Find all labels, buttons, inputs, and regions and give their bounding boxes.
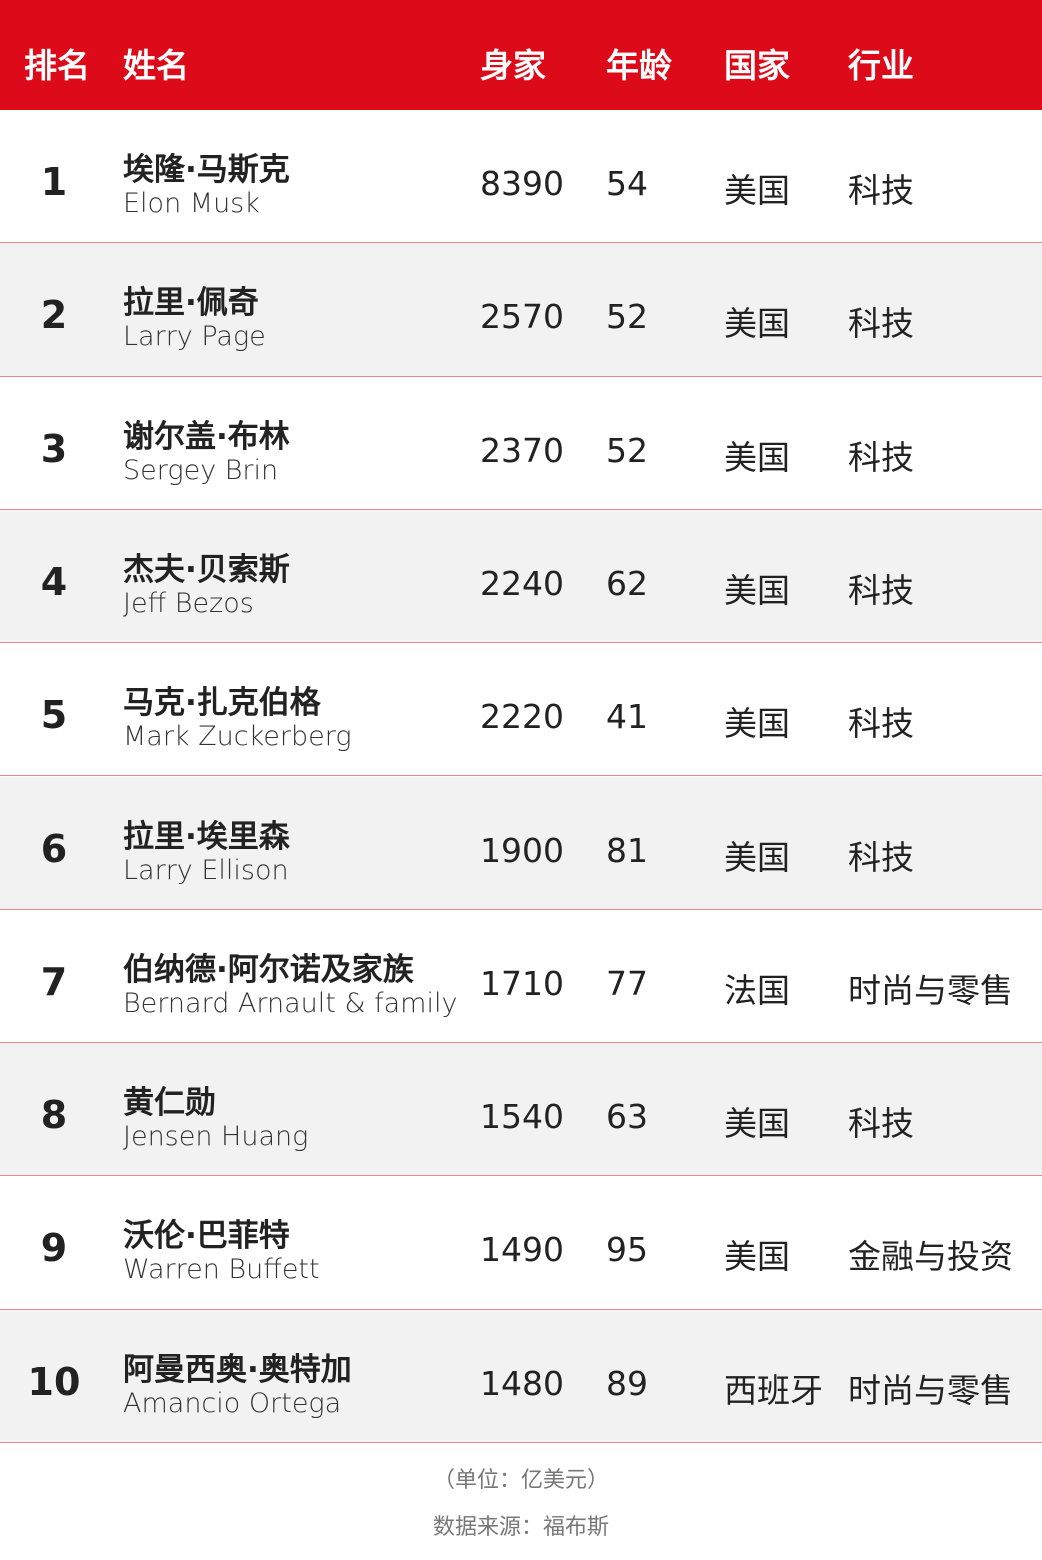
country: 美国 — [724, 1104, 790, 1144]
net-worth: 1900 — [480, 830, 564, 870]
age: 77 — [606, 963, 648, 1003]
industry: 科技 — [848, 1104, 914, 1144]
country: 法国 — [724, 970, 790, 1010]
header-cell: 国家 — [724, 46, 790, 85]
name-en: Jensen Huang — [123, 1121, 309, 1153]
industry: 科技 — [848, 837, 914, 877]
name-en: Amancio Ortega — [123, 1387, 342, 1419]
table-row: 4 杰夫·贝索斯 Jeff Bezos 2240 62 美国 科技 — [0, 509, 1042, 644]
name-en: Elon Musk — [123, 188, 260, 219]
name-cn: 阿曼西奥·奥特加 — [123, 1351, 352, 1388]
rank: 4 — [40, 559, 68, 604]
header-cell: 年龄 — [606, 46, 672, 85]
name-en: Mark Zuckerberg — [123, 721, 352, 753]
name-en: Larry Page — [123, 321, 266, 353]
country: 美国 — [724, 1237, 790, 1277]
net-worth: 8390 — [480, 164, 564, 203]
rank: 7 — [40, 959, 68, 1004]
country: 美国 — [724, 837, 790, 877]
table-row: 3 谢尔盖·布林 Sergey Brin 2370 52 美国 科技 — [0, 376, 1042, 510]
rank: 9 — [40, 1226, 68, 1271]
age: 54 — [606, 164, 648, 203]
age: 52 — [606, 430, 648, 470]
rank: 6 — [40, 826, 68, 871]
age: 95 — [606, 1230, 648, 1270]
age: 52 — [606, 297, 648, 337]
age: 63 — [606, 1097, 648, 1137]
age: 81 — [606, 830, 648, 870]
net-worth: 1540 — [480, 1097, 564, 1137]
table-row: 5 马克·扎克伯格 Mark Zuckerberg 2220 41 美国 科技 — [0, 643, 1042, 777]
name-en: Sergey Brin — [123, 454, 279, 486]
net-worth: 2240 — [480, 563, 564, 603]
name-en: Bernard Arnault & family — [123, 987, 458, 1019]
header-cell: 排名 — [24, 46, 90, 85]
net-worth: 2220 — [480, 697, 564, 737]
net-worth: 2370 — [480, 430, 564, 470]
rank: 10 — [27, 1359, 81, 1404]
industry: 时尚与零售 — [848, 970, 1013, 1010]
name-cn: 拉里·埃里森 — [123, 818, 290, 855]
table-row: 1 埃隆·马斯克 Elon Musk 8390 54 美国 科技 — [0, 110, 1042, 244]
industry: 科技 — [848, 304, 914, 344]
age: 89 — [606, 1363, 648, 1403]
source-note: 数据来源：福布斯 — [432, 1515, 609, 1540]
name-cn: 拉里·佩奇 — [123, 285, 259, 322]
age: 41 — [606, 697, 648, 737]
net-worth: 1480 — [480, 1363, 564, 1403]
industry: 科技 — [848, 704, 914, 744]
header-cell: 身家 — [480, 46, 546, 85]
name-cn: 埃隆·马斯克 — [123, 152, 290, 188]
name-en: Warren Buffett — [123, 1254, 320, 1286]
name-cn: 沃伦·巴菲特 — [123, 1218, 290, 1255]
net-worth: 2570 — [480, 297, 564, 337]
table-row: 10 阿曼西奥·奥特加 Amancio Ortega 1480 89 西班牙 时尚与零售 — [0, 1309, 1042, 1443]
name-en: Jeff Bezos — [123, 587, 254, 619]
industry: 科技 — [848, 437, 914, 477]
net-worth: 1490 — [480, 1230, 564, 1270]
country: 美国 — [724, 304, 790, 344]
name-en: Larry Ellison — [123, 854, 289, 886]
industry: 科技 — [848, 171, 914, 210]
industry: 科技 — [848, 570, 914, 610]
age: 62 — [606, 563, 648, 603]
table-row: 9 沃伦·巴菲特 Warren Buffett 1490 95 美国 金融与投资 — [0, 1176, 1042, 1310]
name-cn: 伯纳德·阿尔诺及家族 — [123, 951, 414, 988]
country: 西班牙 — [724, 1370, 823, 1410]
header-cell: 姓名 — [123, 46, 189, 85]
rank: 5 — [40, 693, 68, 738]
name-cn: 马克·扎克伯格 — [123, 685, 321, 722]
industry: 时尚与零售 — [848, 1370, 1013, 1410]
net-worth: 1710 — [480, 963, 564, 1003]
table-row: 2 拉里·佩奇 Larry Page 2570 52 美国 科技 — [0, 243, 1042, 377]
rank: 1 — [40, 160, 68, 204]
table-row: 6 拉里·埃里森 Larry Ellison 1900 81 美国 科技 — [0, 776, 1042, 910]
table-header: 排名 姓名 身家 年龄 国家 行业 — [0, 0, 1042, 110]
table-row: 8 黄仁勋 Jensen Huang 1540 63 美国 科技 — [0, 1043, 1042, 1177]
header-cell: 行业 — [848, 46, 914, 85]
rank: 3 — [40, 426, 68, 471]
table-row: 7 伯纳德·阿尔诺及家族 Bernard Arnault & family 1710 7… — [0, 909, 1042, 1044]
rank: 8 — [40, 1093, 68, 1138]
industry: 金融与投资 — [848, 1237, 1013, 1277]
rank: 2 — [40, 293, 68, 338]
country: 美国 — [724, 171, 790, 210]
unit-note: （单位：亿美元） — [432, 1468, 609, 1493]
country: 美国 — [724, 570, 790, 610]
name-cn: 谢尔盖·布林 — [123, 418, 290, 455]
name-cn: 杰夫·贝索斯 — [123, 551, 290, 588]
name-cn: 黄仁勋 — [123, 1085, 216, 1122]
country: 美国 — [724, 437, 790, 477]
country: 美国 — [724, 704, 790, 744]
